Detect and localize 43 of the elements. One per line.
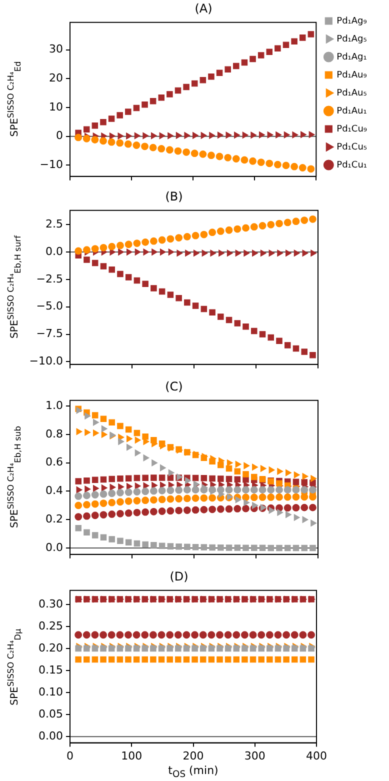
legend-label: Pd₁Cu₉ [336, 124, 368, 134]
chart-title: (D) [170, 569, 188, 584]
legend-label: Pd₁Au₅ [336, 88, 368, 98]
y-tick-label: 0.10 [38, 685, 63, 698]
y-tick-label: 0.05 [38, 707, 63, 720]
y-tick-label: 0.4 [46, 484, 63, 498]
y-tick-label: 2.5 [46, 218, 63, 231]
x-tick-label: 300 [244, 749, 266, 762]
x-tick-label: 100 [121, 749, 142, 762]
x-tick-label: 400 [306, 749, 327, 762]
legend-label: Pd₁Cu₁ [336, 160, 368, 170]
y-tick-label: 0.0 [46, 244, 63, 258]
y-tick-label: 0.6 [46, 456, 63, 469]
legend-label: Pd₁Ag₅ [336, 34, 368, 44]
legend-label: Pd₁Au₉ [336, 70, 368, 80]
legend-label: Pd₁Cu₅ [336, 142, 368, 152]
y-tick-label: 0.30 [38, 597, 63, 610]
y-tick-label: 10 [49, 100, 63, 114]
y-tick-label: 0.00 [38, 729, 63, 742]
y-tick-label: 20 [49, 71, 63, 84]
y-tick-label: 30 [49, 42, 63, 56]
y-tick-label: −2.5 [36, 272, 63, 286]
x-axis-title: t$_{OS}$ (min) [168, 764, 218, 780]
y-tick-label: 0.15 [38, 663, 63, 676]
legend-label: Pd₁Au₁ [336, 106, 368, 116]
legend-label: Pd₁Ag₁ [336, 52, 368, 62]
y-tick-label: 1.0 [46, 398, 63, 412]
y-tick-label: 0.25 [38, 619, 63, 632]
y-tick-label: 0.8 [46, 427, 63, 440]
legend-label: Pd₁Ag₉ [336, 16, 368, 26]
y-tick-label: 0 [56, 129, 63, 142]
y-tick-label: 0.2 [46, 512, 63, 526]
chart-title: (C) [165, 379, 183, 394]
y-tick-label: −5.0 [36, 300, 63, 313]
y-tick-label: 0.20 [38, 641, 63, 654]
chart-title: (A) [194, 1, 212, 16]
x-tick-label: 0 [66, 749, 74, 762]
y-tick-label: 0.0 [46, 540, 63, 554]
chart-title: (B) [165, 189, 183, 204]
y-tick-label: −7.5 [36, 327, 63, 340]
x-tick-label: 200 [182, 749, 204, 762]
y-tick-label: −10.0 [29, 354, 63, 368]
y-tick-label: −10 [40, 158, 63, 172]
